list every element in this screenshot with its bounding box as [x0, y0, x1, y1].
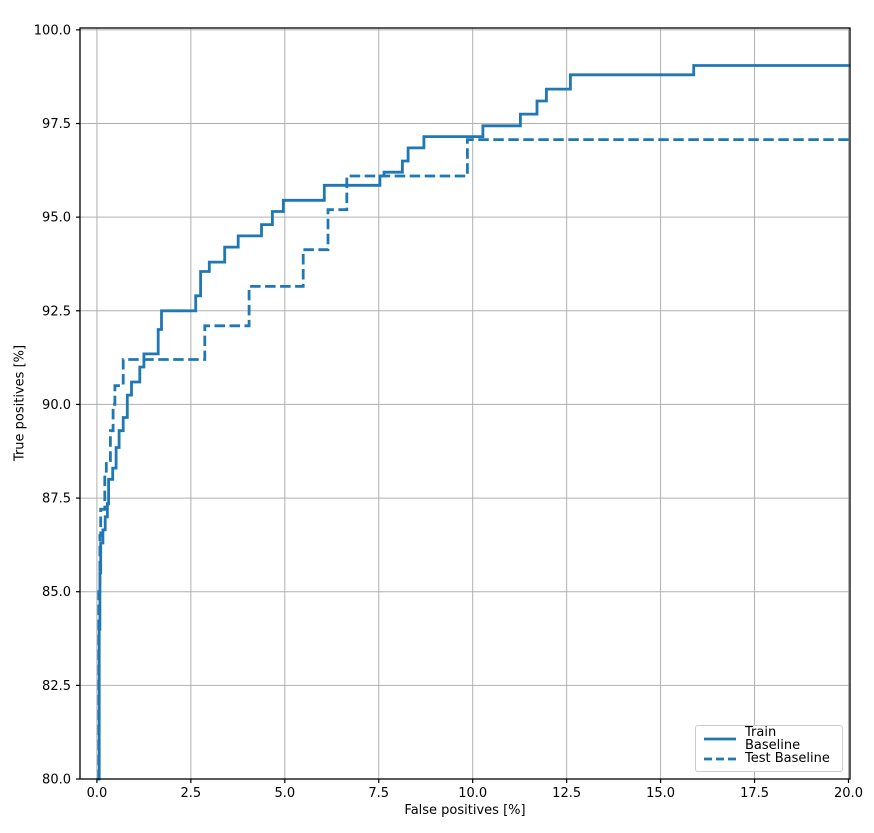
y-tick-label: 80.0 — [42, 773, 71, 788]
test-baseline-curve — [97, 138, 850, 781]
x-tick-label: 10.0 — [458, 786, 487, 801]
y-tick-label: 90.0 — [42, 398, 71, 413]
plot-border — [79, 27, 851, 780]
legend-label-train: Train Baseline — [745, 724, 801, 753]
x-tick-label: 5.0 — [274, 786, 295, 801]
y-tick-label: 100.0 — [34, 23, 71, 38]
y-tick-label: 95.0 — [42, 211, 71, 226]
y-tick-label: 92.5 — [42, 304, 71, 319]
test-line-sample-icon — [704, 757, 736, 760]
x-axis-title: False positives [%] — [404, 803, 526, 818]
x-tick-label: 0.0 — [87, 786, 108, 801]
x-tick-label: 2.5 — [181, 786, 202, 801]
x-tick-label: 12.5 — [552, 786, 581, 801]
y-tick-label: 82.5 — [42, 679, 71, 694]
x-tick-label: 17.5 — [740, 786, 769, 801]
x-tick-label: 7.5 — [368, 786, 389, 801]
x-tick-label: 15.0 — [646, 786, 675, 801]
legend-item-test: Test Baseline — [703, 749, 835, 768]
y-tick-label: 97.5 — [42, 117, 71, 132]
legend-item-train: Train Baseline — [703, 726, 835, 752]
legend-label-test: Test Baseline — [745, 751, 830, 766]
y-tick-label: 87.5 — [42, 492, 71, 507]
y-axis-title: True positives [%] — [12, 344, 28, 462]
x-tick-label: 20.0 — [834, 786, 863, 801]
legend: Train Baseline Test Baseline — [695, 725, 843, 772]
train-line-sample-icon — [704, 737, 736, 740]
y-tick-label: 85.0 — [42, 585, 71, 600]
train-baseline-curve — [97, 64, 850, 781]
